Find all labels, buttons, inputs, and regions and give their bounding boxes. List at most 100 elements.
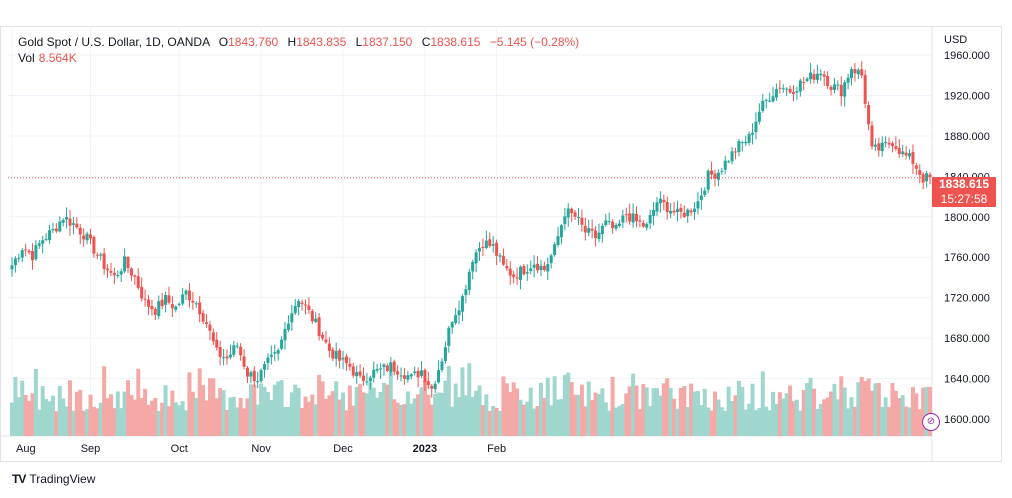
candle-body xyxy=(829,87,833,90)
candle-body xyxy=(921,174,925,183)
volume-bar xyxy=(603,402,608,436)
candle-body xyxy=(24,249,28,251)
candle-body xyxy=(133,275,137,277)
volume-bar xyxy=(323,398,328,436)
high-value: 1843.835 xyxy=(296,35,347,49)
volume-bar xyxy=(723,410,728,436)
volume-bar xyxy=(566,372,571,436)
volume-bar xyxy=(378,392,383,436)
candle-body xyxy=(65,217,69,220)
candle-body xyxy=(764,99,768,101)
candle-body xyxy=(61,219,65,223)
candle-body xyxy=(37,243,41,246)
candle-body xyxy=(164,294,168,305)
candle-body xyxy=(590,228,594,231)
volume-bar xyxy=(501,376,506,436)
candle-body xyxy=(123,256,127,272)
candle-body xyxy=(211,332,215,342)
volume-bar xyxy=(528,387,533,436)
candle-body xyxy=(252,370,256,382)
volume-bar xyxy=(583,406,588,436)
volume-bar xyxy=(702,388,707,436)
candle-body xyxy=(908,153,912,157)
currency-label[interactable]: USD xyxy=(944,34,968,46)
symbol-title[interactable]: Gold Spot / U.S. Dollar, 1D, OANDA xyxy=(18,35,210,49)
y-tick-label: 1640.000 xyxy=(944,373,990,385)
volume-bar xyxy=(54,411,59,436)
candle-body xyxy=(771,96,775,102)
candle-body xyxy=(621,215,625,223)
candle-body xyxy=(904,152,908,156)
timezone-icon[interactable]: ⊘ xyxy=(922,413,940,431)
volume-bar xyxy=(265,391,270,436)
volume-bar xyxy=(64,406,69,436)
volume-bar xyxy=(296,387,301,436)
volume-bar xyxy=(286,407,291,436)
candle-body xyxy=(539,265,543,271)
candle-body xyxy=(662,199,666,203)
candle-body xyxy=(266,357,270,363)
candle-body xyxy=(832,84,836,90)
candle-body xyxy=(150,305,154,310)
volume-bar xyxy=(545,377,550,436)
volume-bar xyxy=(419,387,424,436)
tradingview-brand[interactable]: TV TradingView xyxy=(12,472,95,486)
candle-body xyxy=(307,305,311,310)
candle-body xyxy=(30,251,34,261)
volume-bar xyxy=(682,386,687,436)
candle-body xyxy=(669,210,673,214)
candle-body xyxy=(222,357,226,359)
candle-body xyxy=(682,212,686,217)
volume-bar xyxy=(887,407,892,436)
volume-bar xyxy=(385,384,390,436)
volume-bar xyxy=(303,396,308,436)
y-tick-label: 1600.000 xyxy=(944,414,990,426)
volume-bar xyxy=(569,382,574,436)
candle-body xyxy=(160,299,164,307)
volume-label: Vol xyxy=(18,51,35,65)
volume-bar xyxy=(149,400,154,436)
candle-body xyxy=(225,356,229,359)
volume-bar xyxy=(750,383,755,436)
candle-body xyxy=(880,142,884,152)
volume-bar xyxy=(409,403,414,436)
volume-bar xyxy=(791,401,796,436)
candle-body xyxy=(273,352,277,354)
volume-bar xyxy=(405,391,410,436)
volume-bar xyxy=(463,395,468,436)
candle-body xyxy=(177,303,181,305)
volume-bar xyxy=(399,405,404,436)
volume-bar xyxy=(699,405,704,436)
candle-body xyxy=(655,202,659,212)
volume-bar xyxy=(381,382,386,436)
candle-body xyxy=(877,143,881,151)
candle-body xyxy=(508,268,512,276)
candle-body xyxy=(488,239,492,246)
candle-body xyxy=(710,170,714,175)
candle-body xyxy=(303,304,307,306)
candle-body xyxy=(795,91,799,93)
volume-bar xyxy=(921,387,926,436)
candle-body xyxy=(785,88,789,90)
volume-bar xyxy=(136,368,141,436)
candle-body xyxy=(283,328,287,341)
candle-body xyxy=(740,142,744,144)
volume-bar xyxy=(771,391,776,436)
candle-body xyxy=(167,295,171,303)
candle-body xyxy=(484,240,488,248)
candle-body xyxy=(884,142,888,144)
candle-body xyxy=(399,375,403,377)
candle-body xyxy=(136,276,140,288)
volume-bar xyxy=(170,390,175,436)
volume-bar xyxy=(242,408,247,436)
candle-body xyxy=(263,363,267,370)
candle-body xyxy=(245,367,249,377)
volume-bar xyxy=(515,388,520,436)
close-label: C xyxy=(421,35,431,49)
candle-body xyxy=(286,323,290,330)
volume-bar xyxy=(214,398,219,436)
candle-body xyxy=(553,244,557,256)
volume-bar xyxy=(272,384,277,436)
candle-body xyxy=(198,302,202,315)
